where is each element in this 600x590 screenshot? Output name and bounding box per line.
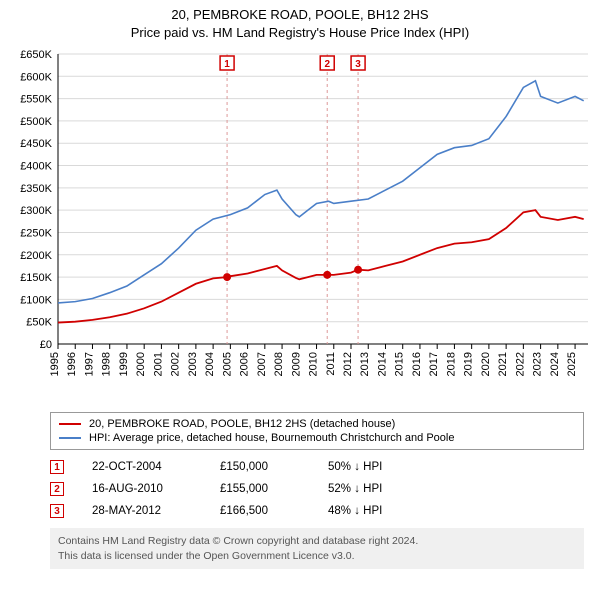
transaction-price: £155,000 bbox=[220, 483, 300, 495]
svg-text:2011: 2011 bbox=[325, 352, 337, 376]
svg-text:£50K: £50K bbox=[26, 317, 52, 329]
svg-text:2008: 2008 bbox=[273, 352, 285, 376]
chart-container: 20, PEMBROKE ROAD, POOLE, BH12 2HS Price… bbox=[0, 0, 600, 569]
svg-text:2015: 2015 bbox=[394, 352, 406, 376]
svg-text:2025: 2025 bbox=[566, 352, 578, 376]
legend-label: HPI: Average price, detached house, Bour… bbox=[89, 432, 454, 444]
svg-text:2001: 2001 bbox=[152, 352, 164, 376]
legend-item: 20, PEMBROKE ROAD, POOLE, BH12 2HS (deta… bbox=[59, 417, 575, 431]
title-line-2: Price paid vs. HM Land Registry's House … bbox=[0, 24, 600, 42]
svg-text:2018: 2018 bbox=[445, 352, 457, 376]
svg-text:£300K: £300K bbox=[20, 206, 52, 218]
transaction-price: £166,500 bbox=[220, 505, 300, 517]
transaction-date: 22-OCT-2004 bbox=[92, 461, 192, 473]
svg-text:£350K: £350K bbox=[20, 183, 52, 195]
transaction-row: 2 16-AUG-2010 £155,000 52% ↓ HPI bbox=[50, 478, 584, 500]
svg-text:2009: 2009 bbox=[290, 352, 302, 376]
svg-text:2023: 2023 bbox=[532, 352, 544, 376]
svg-text:2021: 2021 bbox=[497, 352, 509, 376]
svg-text:£0: £0 bbox=[40, 339, 52, 351]
transaction-row: 3 28-MAY-2012 £166,500 48% ↓ HPI bbox=[50, 500, 584, 522]
legend-swatch bbox=[59, 437, 81, 439]
attribution-footer: Contains HM Land Registry data © Crown c… bbox=[50, 528, 584, 568]
legend: 20, PEMBROKE ROAD, POOLE, BH12 2HS (deta… bbox=[50, 412, 584, 450]
svg-text:1999: 1999 bbox=[118, 352, 130, 376]
svg-text:2013: 2013 bbox=[359, 352, 371, 376]
svg-text:2002: 2002 bbox=[170, 352, 182, 376]
svg-text:2004: 2004 bbox=[204, 352, 216, 376]
svg-text:1996: 1996 bbox=[66, 352, 78, 376]
transactions-table: 1 22-OCT-2004 £150,000 50% ↓ HPI 2 16-AUG-201… bbox=[50, 456, 584, 522]
title-block: 20, PEMBROKE ROAD, POOLE, BH12 2HS Price… bbox=[0, 0, 600, 46]
svg-text:£200K: £200K bbox=[20, 250, 52, 262]
svg-text:£500K: £500K bbox=[20, 116, 52, 128]
transaction-badge: 3 bbox=[50, 504, 64, 518]
svg-text:2024: 2024 bbox=[549, 352, 561, 376]
svg-text:£550K: £550K bbox=[20, 94, 52, 106]
svg-text:1997: 1997 bbox=[83, 352, 95, 376]
legend-item: HPI: Average price, detached house, Bour… bbox=[59, 431, 575, 445]
svg-text:2006: 2006 bbox=[239, 352, 251, 376]
svg-text:2022: 2022 bbox=[514, 352, 526, 376]
transaction-date: 16-AUG-2010 bbox=[92, 483, 192, 495]
svg-text:£650K: £650K bbox=[20, 49, 52, 61]
legend-label: 20, PEMBROKE ROAD, POOLE, BH12 2HS (deta… bbox=[89, 418, 395, 430]
svg-text:2017: 2017 bbox=[428, 352, 440, 376]
svg-text:3: 3 bbox=[355, 59, 361, 70]
transaction-badge: 1 bbox=[50, 460, 64, 474]
chart-area: £0 £50K £100K £150K £200K £250K £300K £350K £400… bbox=[0, 46, 600, 406]
svg-text:2016: 2016 bbox=[411, 352, 423, 376]
svg-text:2014: 2014 bbox=[376, 352, 388, 376]
footer-line-1: Contains HM Land Registry data © Crown c… bbox=[58, 534, 576, 548]
svg-text:2007: 2007 bbox=[256, 352, 268, 376]
svg-text:1995: 1995 bbox=[49, 352, 61, 376]
svg-text:£250K: £250K bbox=[20, 228, 52, 240]
transaction-date: 28-MAY-2012 bbox=[92, 505, 192, 517]
svg-text:£400K: £400K bbox=[20, 161, 52, 173]
svg-text:£450K: £450K bbox=[20, 139, 52, 151]
title-line-1: 20, PEMBROKE ROAD, POOLE, BH12 2HS bbox=[0, 6, 600, 24]
svg-text:2020: 2020 bbox=[480, 352, 492, 376]
footer-line-2: This data is licensed under the Open Gov… bbox=[58, 549, 576, 563]
transaction-pct: 48% ↓ HPI bbox=[328, 505, 428, 517]
svg-text:2010: 2010 bbox=[308, 352, 320, 376]
transaction-row: 1 22-OCT-2004 £150,000 50% ↓ HPI bbox=[50, 456, 584, 478]
line-chart: £0 £50K £100K £150K £200K £250K £300K £350K £400… bbox=[0, 46, 600, 406]
svg-text:2: 2 bbox=[324, 59, 330, 70]
transaction-pct: 52% ↓ HPI bbox=[328, 483, 428, 495]
svg-text:2003: 2003 bbox=[187, 352, 199, 376]
transaction-badge: 2 bbox=[50, 482, 64, 496]
svg-text:2005: 2005 bbox=[221, 352, 233, 376]
svg-text:2019: 2019 bbox=[463, 352, 475, 376]
transaction-pct: 50% ↓ HPI bbox=[328, 461, 428, 473]
svg-text:£100K: £100K bbox=[20, 295, 52, 307]
svg-text:1998: 1998 bbox=[101, 352, 113, 376]
svg-text:2012: 2012 bbox=[342, 352, 354, 376]
svg-text:£600K: £600K bbox=[20, 72, 52, 84]
transaction-price: £150,000 bbox=[220, 461, 300, 473]
svg-text:£150K: £150K bbox=[20, 272, 52, 284]
legend-swatch bbox=[59, 423, 81, 425]
svg-text:1: 1 bbox=[224, 59, 230, 70]
svg-text:2000: 2000 bbox=[135, 352, 147, 376]
